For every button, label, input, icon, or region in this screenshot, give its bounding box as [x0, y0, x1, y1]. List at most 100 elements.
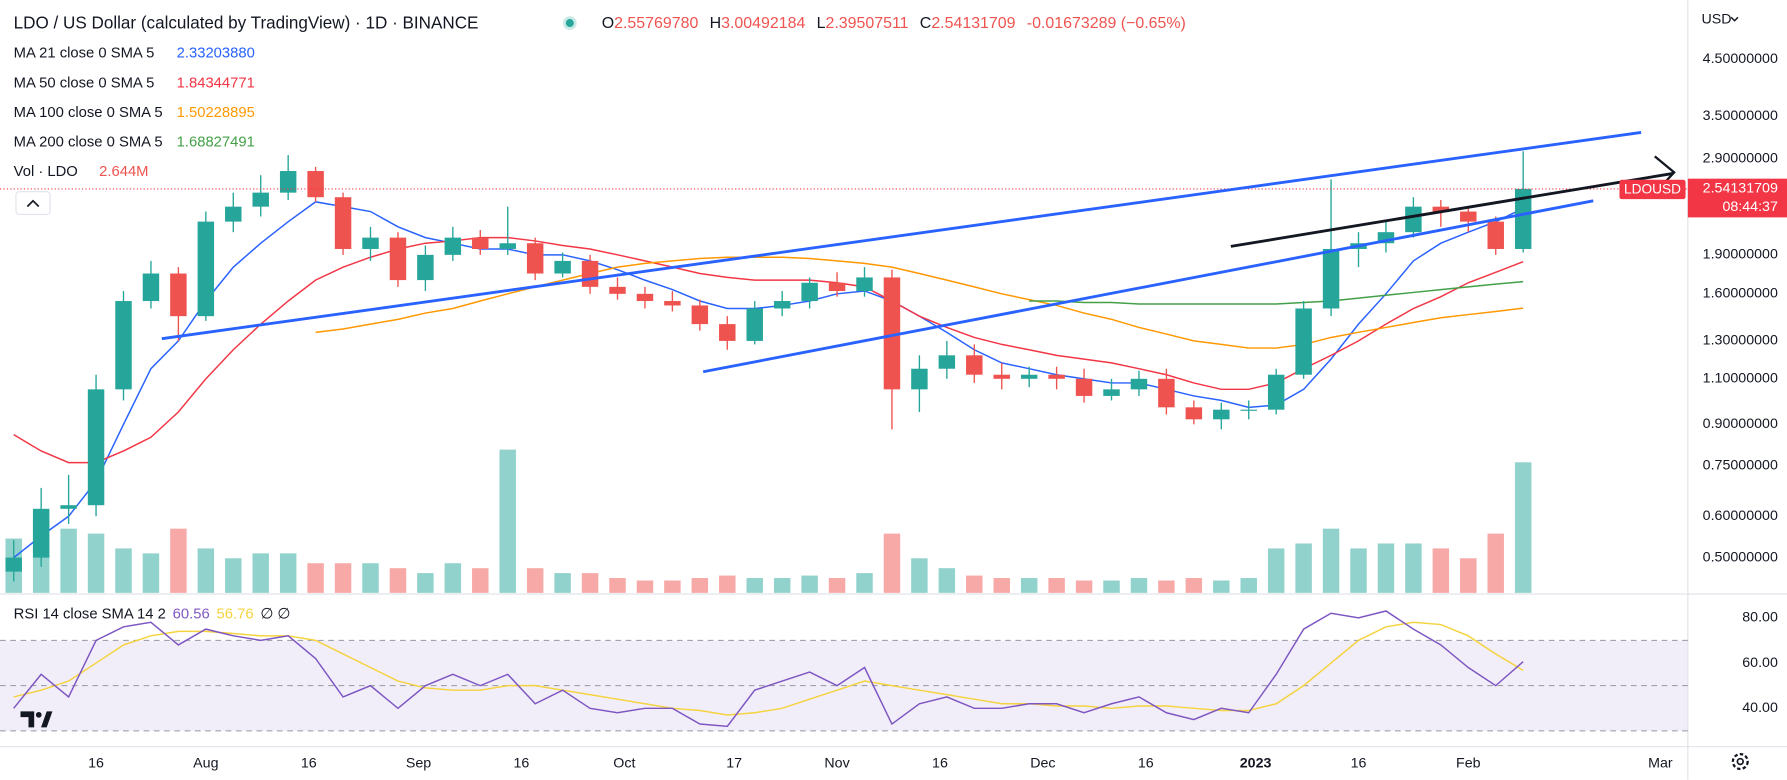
volume-bar — [801, 575, 818, 593]
tv-logo — [20, 711, 53, 728]
candle-body — [1405, 206, 1422, 233]
volume-bar — [1240, 578, 1257, 593]
rsi-value: 56.76 — [217, 606, 254, 622]
trendline — [161, 131, 1642, 341]
candle-body — [279, 171, 297, 193]
ohlc-key: C — [920, 15, 932, 32]
legend-name: Vol · LDO — [14, 164, 78, 180]
candle-body — [225, 206, 242, 222]
candle-body — [1020, 374, 1038, 379]
candle-body — [801, 282, 818, 302]
trendline-arrow — [1230, 172, 1674, 248]
volume-bar — [499, 449, 516, 593]
x-tick-label: Oct — [613, 756, 635, 772]
trendline — [702, 199, 1594, 374]
volume-bar — [966, 575, 983, 593]
volume-bar — [1487, 533, 1504, 593]
x-tick-label: 2023 — [1240, 756, 1272, 772]
candle-body — [581, 260, 599, 287]
ohlc-value: 2.54131709 — [931, 15, 1015, 32]
x-tick-label: 16 — [932, 756, 948, 772]
volume-bar — [911, 558, 928, 593]
rsi-line — [13, 621, 1524, 716]
candle-body — [1240, 409, 1257, 411]
candle-body — [1460, 211, 1477, 222]
ohlc-key: L — [817, 15, 826, 32]
y-tick-label: 40.00 — [1742, 700, 1778, 716]
legend-name: MA 50 close 0 SMA 5 — [14, 75, 155, 91]
y-tick-label: 80.00 — [1742, 610, 1778, 626]
volume-bar — [1377, 543, 1395, 593]
legend-name: MA 200 close 0 SMA 5 — [14, 135, 163, 151]
volume-bar — [746, 578, 763, 593]
candle-body — [87, 389, 105, 506]
volume-bar — [828, 578, 846, 593]
y-tick-label: 0.50000000 — [1703, 549, 1778, 565]
rsi-title: RSI 14 close SMA 14 2 — [14, 606, 166, 622]
volume-bar — [1048, 578, 1065, 593]
candle-body — [1103, 389, 1120, 396]
candle-body — [1322, 248, 1340, 309]
legend-name: MA 100 close 0 SMA 5 — [14, 105, 163, 121]
volume-bar — [279, 553, 297, 593]
rsi-line — [13, 610, 1524, 728]
volume-bar — [691, 578, 709, 593]
collapse-legend-button[interactable] — [15, 191, 51, 216]
y-tick-label: 3.50000000 — [1703, 108, 1778, 124]
candle-body — [142, 273, 160, 302]
candle-body — [472, 237, 489, 249]
ohlc: O2.55769780 H3.00492184 L2.39507511 C2.5… — [602, 15, 1186, 32]
y-tick-label: 1.30000000 — [1703, 333, 1778, 349]
volume-bar — [883, 533, 901, 593]
candle-body — [334, 197, 352, 249]
candle-body — [856, 277, 873, 292]
candle-body — [773, 301, 791, 309]
volume-bar — [197, 548, 215, 593]
volume-bar — [1185, 578, 1203, 593]
x-tick-label: Mar — [1648, 756, 1673, 772]
currency-menu[interactable]: USD — [1702, 11, 1732, 27]
legend-name: MA 21 close 0 SMA 5 — [14, 46, 155, 62]
moving-average — [315, 256, 1524, 349]
ohlc-change: -0.01673289 (−0.65%) — [1027, 15, 1186, 32]
legend-value: 1.84344771 — [177, 75, 255, 91]
volume-bar — [1460, 558, 1477, 593]
candle-body — [966, 355, 983, 375]
ohlc-value: 2.39507511 — [825, 15, 908, 32]
volume-bar — [664, 580, 681, 593]
volume-bar — [1405, 543, 1422, 593]
legend-value: 1.50228895 — [177, 105, 255, 121]
candle-body — [307, 171, 324, 198]
candle-body — [691, 305, 709, 325]
rsi-extra: ∅ ∅ — [260, 606, 290, 622]
moving-average — [1029, 280, 1524, 305]
last-price-label: 2.54131709 — [1703, 181, 1778, 197]
y-tick-label: 1.60000000 — [1703, 286, 1778, 302]
candle-body — [526, 243, 544, 274]
x-tick-label: 16 — [301, 756, 317, 772]
volume-bar — [362, 563, 379, 593]
candle-body — [5, 557, 22, 572]
settings-gear[interactable] — [1731, 752, 1749, 771]
volume-bar — [1514, 462, 1532, 593]
volume-bar — [1350, 548, 1367, 593]
x-tick-label: 16 — [1138, 756, 1154, 772]
symbol-label: LDOUSD — [1624, 182, 1681, 197]
currency-caret — [1730, 16, 1739, 22]
volume-bar — [1322, 528, 1340, 593]
y-tick-label: 60.00 — [1742, 655, 1778, 671]
ohlc-value: 2.55769780 — [614, 15, 698, 32]
last-price-badge — [1687, 178, 1787, 218]
volume-bar — [334, 563, 352, 593]
volume-bar — [993, 578, 1010, 593]
volume-bar — [1075, 580, 1093, 593]
candle-body — [444, 237, 462, 255]
gear-hub — [1736, 757, 1744, 766]
plot-layer — [0, 151, 1688, 732]
candle-body — [32, 508, 50, 558]
x-tick-label: 16 — [88, 756, 104, 772]
candle-body — [883, 277, 901, 390]
volume-bar — [1103, 580, 1120, 593]
candle-body — [115, 301, 132, 390]
candle-body — [417, 254, 434, 281]
